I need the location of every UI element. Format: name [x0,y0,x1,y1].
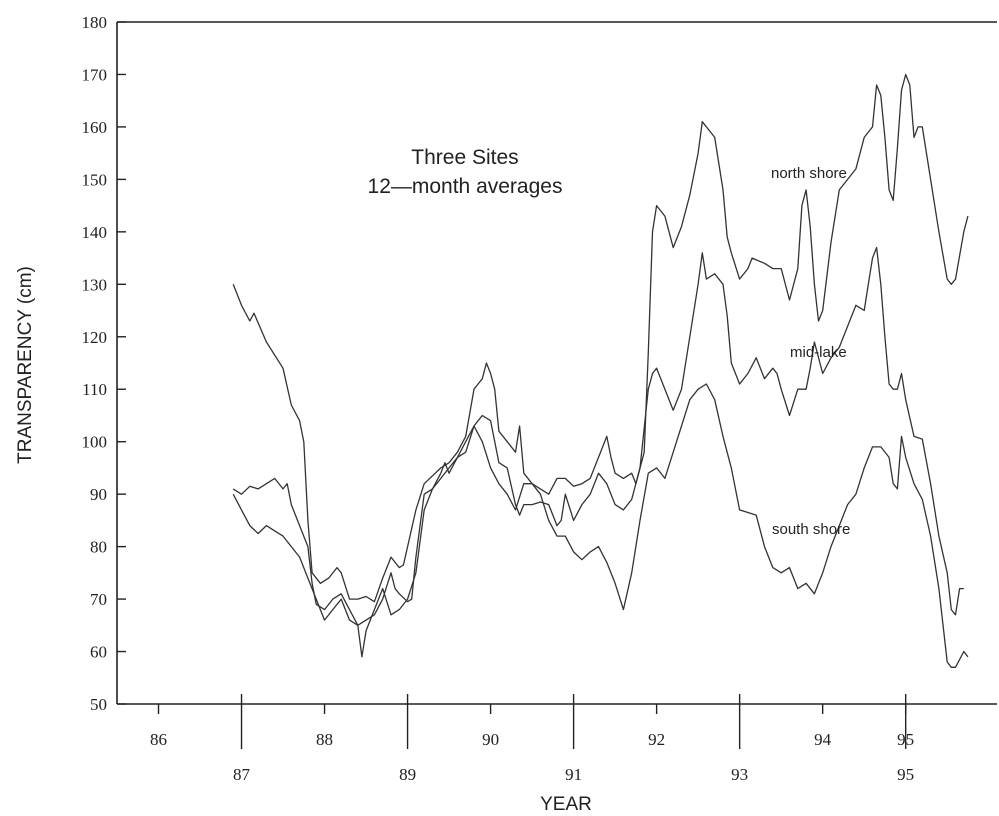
y-tick-label-60: 60 [90,643,107,662]
series-lines [232,73,969,668]
y-tick-label-160: 160 [82,118,108,137]
y-tick-label-100: 100 [82,433,108,452]
y-tick-label-90: 90 [90,485,107,504]
y-tick-label-180: 180 [82,13,108,32]
y-tick-label-70: 70 [90,590,107,609]
x-tick-label-lower-89: 89 [399,765,416,784]
y-tick-label-110: 110 [82,380,107,399]
chart-title-line-1: Three Sites [411,146,518,169]
y-axis-ticks: 50 60 70 80 90 100 110 120 130 140 150 160 170 180 [82,13,126,714]
y-tick-label-50: 50 [90,695,107,714]
y-tick-label-140: 140 [82,223,108,242]
x-tick-label-upper-94: 94 [814,730,832,749]
chart-title-line-2: 12—month averages [368,175,563,198]
x-tick-label-lower-93: 93 [731,765,748,784]
y-tick-label-130: 130 [82,275,108,294]
series-line-north-shore [232,73,969,603]
annotation-north-shore: north shore [771,165,847,182]
x-tick-label-lower-87: 87 [233,765,251,784]
x-axis-title: YEAR [540,794,592,815]
y-axis-title: TRANSPARENCY (cm) [15,266,36,464]
x-tick-label-lower-91: 91 [565,765,582,784]
x-tick-label-lower-95: 95 [897,765,914,784]
annotation-south-shore: south shore [772,521,850,538]
x-tick-label-upper-90: 90 [482,730,499,749]
x-tick-label-upper-88: 88 [316,730,333,749]
y-tick-label-150: 150 [82,170,108,189]
series-line-mid-lake [232,246,964,626]
x-tick-label-upper-92: 92 [648,730,665,749]
y-tick-label-120: 120 [82,328,108,347]
y-tick-label-80: 80 [90,538,107,557]
y-tick-label-170: 170 [82,65,108,84]
x-tick-label-upper-86: 86 [150,730,167,749]
series-line-south-shore [232,383,969,668]
annotation-mid-lake: mid-lake [790,344,847,361]
